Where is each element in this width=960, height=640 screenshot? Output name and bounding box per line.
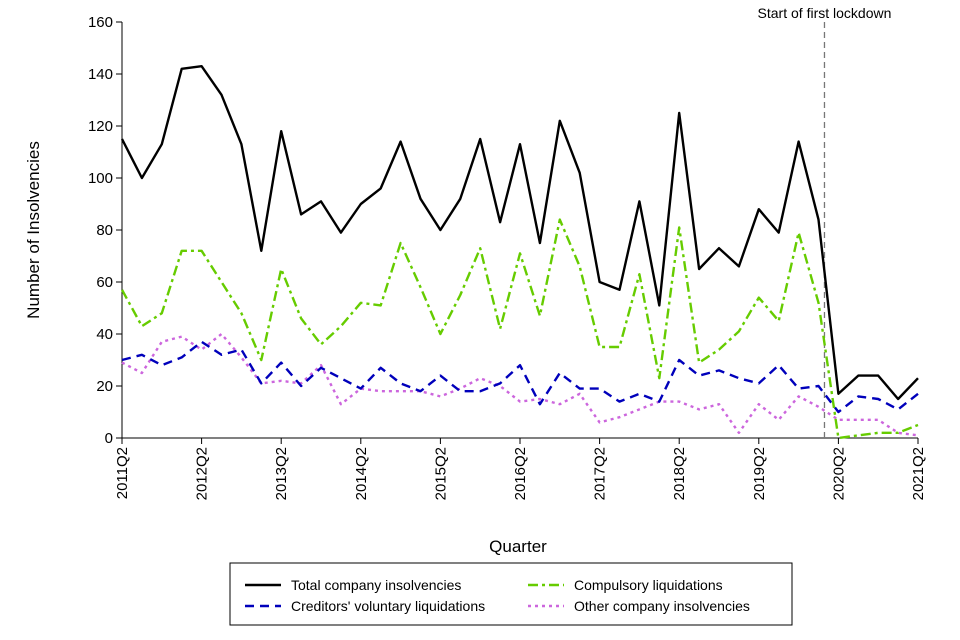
x-tick-label: 2020Q2 bbox=[830, 447, 847, 500]
x-tick-label: 2019Q2 bbox=[751, 447, 768, 500]
legend: Total company insolvencies Creditors' vol… bbox=[229, 562, 793, 626]
series-line-total-company-insolvencies bbox=[120, 64, 919, 401]
x-tick-label: 2015Q2 bbox=[432, 447, 449, 500]
x-tick-label: 2021Q2 bbox=[910, 447, 927, 500]
axes-layer: 0 20 40 60 80 100 120 140 160 2011Q2 2012Q2 2013Q2 2… bbox=[24, 14, 927, 556]
y-axis-title: Number of Insolvencies bbox=[24, 141, 43, 319]
series-layer bbox=[120, 64, 919, 440]
legend-label: Total company insolvencies bbox=[291, 577, 461, 593]
series-line-other-company-insolvencies bbox=[121, 332, 919, 437]
legend-box bbox=[229, 562, 793, 626]
lockdown-label: Start of first lockdown bbox=[758, 5, 892, 21]
y-tick-label: 60 bbox=[96, 274, 113, 291]
x-tick-label: 2013Q2 bbox=[273, 447, 290, 500]
y-tick-label: 0 bbox=[105, 430, 113, 447]
y-tick-label: 100 bbox=[88, 170, 113, 187]
y-tick-label: 20 bbox=[96, 378, 113, 395]
legend-label: Creditors' voluntary liquidations bbox=[291, 598, 485, 614]
y-tick-label: 140 bbox=[88, 66, 113, 83]
series-line-compulsory-liquidations bbox=[120, 218, 919, 440]
x-tick-label: 2018Q2 bbox=[671, 447, 688, 500]
x-tick-label: 2011Q2 bbox=[114, 447, 131, 499]
x-tick-label: 2012Q2 bbox=[194, 447, 211, 500]
x-tick-label: 2016Q2 bbox=[512, 447, 529, 500]
legend-label: Other company insolvencies bbox=[574, 598, 750, 614]
x-tick-label: 2017Q2 bbox=[592, 447, 609, 500]
legend-label: Compulsory liquidations bbox=[574, 577, 723, 593]
series-line-creditors-voluntary-liquidations bbox=[121, 340, 919, 414]
y-tick-label: 40 bbox=[96, 326, 113, 343]
annotation-layer: Start of first lockdown bbox=[758, 5, 892, 438]
y-tick-label: 80 bbox=[96, 222, 113, 239]
x-tick-label: 2014Q2 bbox=[353, 447, 370, 500]
x-axis-title: Quarter bbox=[489, 537, 547, 556]
y-tick-label: 120 bbox=[88, 118, 113, 135]
y-tick-label: 160 bbox=[88, 14, 113, 31]
